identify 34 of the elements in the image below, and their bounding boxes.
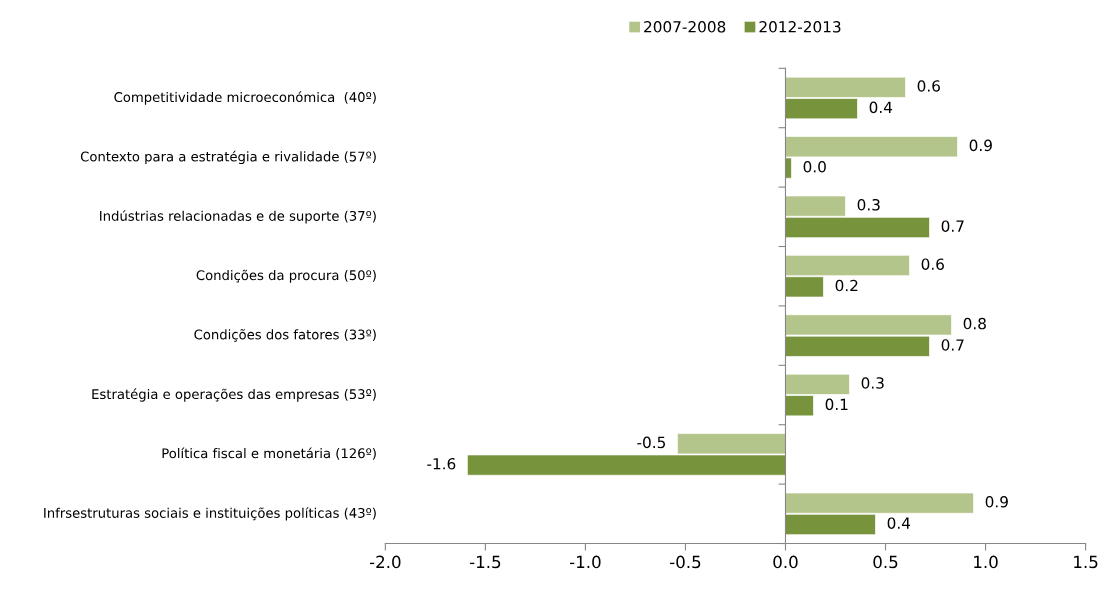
data-label: 0.0 <box>803 160 826 173</box>
text: 0.5 <box>873 555 898 569</box>
y-tick-label: Contexto para a estratégia e rivalidade (57º) <box>80 150 376 165</box>
y-tick-label: Condições da procura (50º) <box>196 269 376 283</box>
data-label: 0.6 <box>921 258 944 270</box>
text: -2.0 <box>369 555 401 569</box>
text: 1.5 <box>1074 555 1098 569</box>
data-label: -0.5 <box>637 436 665 449</box>
data-label: -1.6 <box>427 457 456 470</box>
text: 1.0 <box>974 555 998 569</box>
data-label: 0.8 <box>963 317 986 330</box>
data-label: 0.2 <box>835 279 858 292</box>
text: -1.5 <box>469 555 501 569</box>
y-tick-label: Competitividade microeconómica (40º) <box>114 91 376 105</box>
data-label: 0.3 <box>857 198 880 211</box>
text: -0.5 <box>670 555 701 569</box>
legend-label: 2007-2008 <box>644 21 726 33</box>
data-label: 0.7 <box>941 220 964 232</box>
y-tick-label: Infrsestruturas sociais e instituições políticas (43º) <box>44 507 376 521</box>
y-tick-label: Estratégia e operações das empresas (53º) <box>92 388 376 402</box>
text: -1.0 <box>569 555 601 569</box>
data-label: 0.7 <box>941 339 964 351</box>
data-label: 0.9 <box>969 139 992 152</box>
data-label: 0.4 <box>869 101 893 114</box>
data-label: 0.1 <box>825 398 848 411</box>
y-tick-label: Condições dos fatores (33º) <box>194 329 376 342</box>
data-label: 0.6 <box>917 80 940 92</box>
data-label: 0.9 <box>985 495 1008 508</box>
text: 0.0 <box>773 555 798 569</box>
legend-label: 2012-2013 <box>759 21 841 33</box>
y-tick-label: Política fiscal e monetária (126º) <box>162 447 376 460</box>
data-label: 0.4 <box>887 517 911 529</box>
y-tick-label: Indústrias relacionadas e de suporte (37º) <box>100 210 376 224</box>
data-label: 0.3 <box>861 377 884 389</box>
